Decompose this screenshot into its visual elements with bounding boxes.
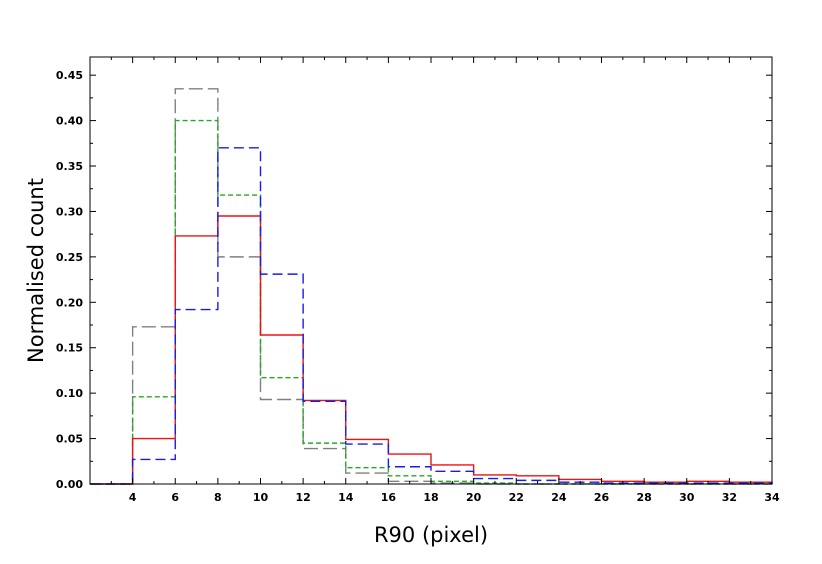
x-tick-label: 16	[381, 491, 397, 504]
y-tick-label: 0.05	[56, 433, 83, 446]
x-tick-label: 34	[764, 491, 780, 504]
x-tick-label: 26	[594, 491, 610, 504]
x-tick-label: 32	[722, 491, 737, 504]
series-2-line	[90, 119, 772, 485]
series-1-line	[90, 88, 772, 485]
x-tick-label: 20	[466, 491, 482, 504]
x-tick-label: 4	[129, 491, 137, 504]
y-tick-label: 0.20	[56, 296, 83, 309]
series-3-line	[90, 215, 773, 485]
x-tick-label: 30	[679, 491, 695, 504]
x-tick-label: 22	[509, 491, 524, 504]
y-tick-label: 0.00	[56, 478, 83, 491]
axis-layer: 4 6 8 10 12 14 16 18 20 22 24 26 28 30 32 34 0.00 0.05 0.1…	[56, 57, 780, 504]
x-tick-label: 6	[171, 491, 179, 504]
x-tick-label: 14	[338, 491, 354, 504]
x-tick-label: 28	[636, 491, 651, 504]
y-tick-label: 0.40	[56, 115, 83, 128]
series-layer	[90, 88, 773, 485]
y-tick-label: 0.35	[56, 160, 83, 173]
x-axis-title: R90 (pixel)	[374, 523, 488, 547]
y-tick-label: 0.30	[56, 205, 83, 218]
x-tick-label: 8	[214, 491, 222, 504]
x-tick-label: 12	[295, 491, 310, 504]
y-tick-label: 0.10	[56, 387, 83, 400]
x-tick-label: 18	[423, 491, 438, 504]
y-tick-label: 0.45	[56, 69, 83, 82]
x-tick-label: 24	[551, 491, 567, 504]
y-tick-label: 0.25	[56, 251, 83, 264]
x-tick-label: 10	[253, 491, 269, 504]
series-4-line	[90, 147, 773, 485]
y-tick-label: 0.15	[56, 342, 83, 355]
y-axis-title: Normalised count	[24, 178, 48, 363]
